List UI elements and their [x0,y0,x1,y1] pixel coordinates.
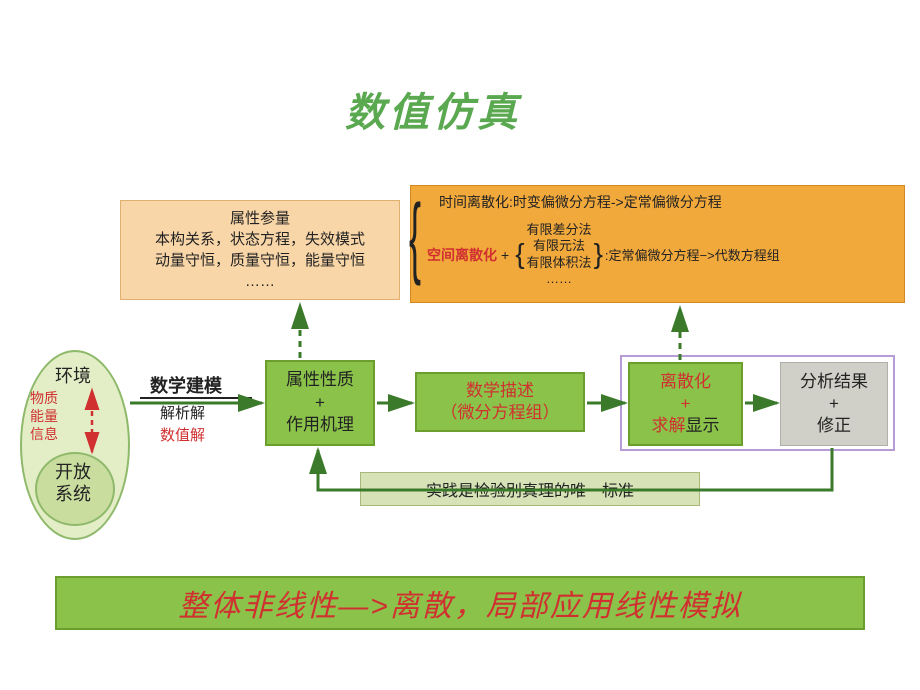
peach-box-attributes: 属性参量 本构关系，状态方程，失效模式 动量守恒，质量守恒，能量守恒 …… [120,200,400,300]
gb2-l0: 数学描述 [466,380,534,402]
orange-plus: + [501,247,509,263]
mid-label-0: 物质 [30,388,58,408]
gb3-plus: + [681,393,691,415]
orange-brace-2: 有限体积法 [527,255,592,271]
env-label: 环境 [55,362,91,388]
gb3-top: 离散化 [660,371,711,393]
orange-brace-1: 有限元法 [527,238,592,254]
diagram-stage: 数值仿真 环境 开放 系统 物质 能量 信息 数学建模 解析解 数值解 属性参量… [0,0,920,690]
bottom-bar: 整体非线性—>离散，局部应用线性模拟 [55,576,865,630]
gray-box-analysis: 分析结果 + 修正 [780,362,888,446]
mid-label-2: 信息 [30,424,58,444]
peach-line-0: 属性参量 [230,208,290,229]
gb1-l1: + [315,392,325,415]
arrow-label-1: 解析解 [160,402,205,423]
peach-line-3: …… [245,271,275,292]
peach-line-2: 动量守恒，质量守恒，能量守恒 [155,250,365,271]
orange-brace-3: …… [527,271,592,287]
gb3-bred: 求解 [652,416,686,435]
gb2-l1: （微分方程组） [441,402,560,424]
orange-left-brace: { [409,192,421,282]
peach-line-1: 本构关系，状态方程，失效模式 [155,229,365,250]
olive-text: 实践是检验别真理的唯一标准 [426,477,634,501]
orange-box-discretization: 时间离散化:时变偏微分方程->定常偏微分方程 空间离散化 + { 有限差分法 有… [410,185,905,303]
green-box-math-description: 数学描述 （微分方程组） [415,372,585,432]
arrow-label-0: 数学建模 [150,372,222,398]
orange-line1: 时间离散化:时变偏微分方程->定常偏微分方程 [439,192,722,212]
gray-l2: 修正 [817,415,851,437]
gb1-l2: 作用机理 [286,414,354,437]
green-box-discretize-solve: 离散化 + 求解显示 [628,362,743,446]
mid-label-1: 能量 [30,406,58,426]
open-sys-label: 开放 系统 [55,462,91,505]
gray-l1: + [829,393,839,415]
bottom-text: 整体非线性—>离散，局部应用线性模拟 [178,581,742,625]
gray-l0: 分析结果 [800,371,868,393]
orange-brace-0: 有限差分法 [527,222,592,238]
arrow-label-2: 数值解 [160,424,205,445]
gb1-l0: 属性性质 [286,369,354,392]
gb3-bblk: 显示 [686,416,720,435]
orange-left: 空间离散化 [427,245,497,265]
page-title: 数值仿真 [345,80,521,138]
orange-right: :定常偏微分方程−>代数方程组 [605,245,780,264]
green-box-attribute-mechanism: 属性性质 + 作用机理 [265,360,375,446]
olive-box-practice: 实践是检验别真理的唯一标准 [360,472,700,506]
